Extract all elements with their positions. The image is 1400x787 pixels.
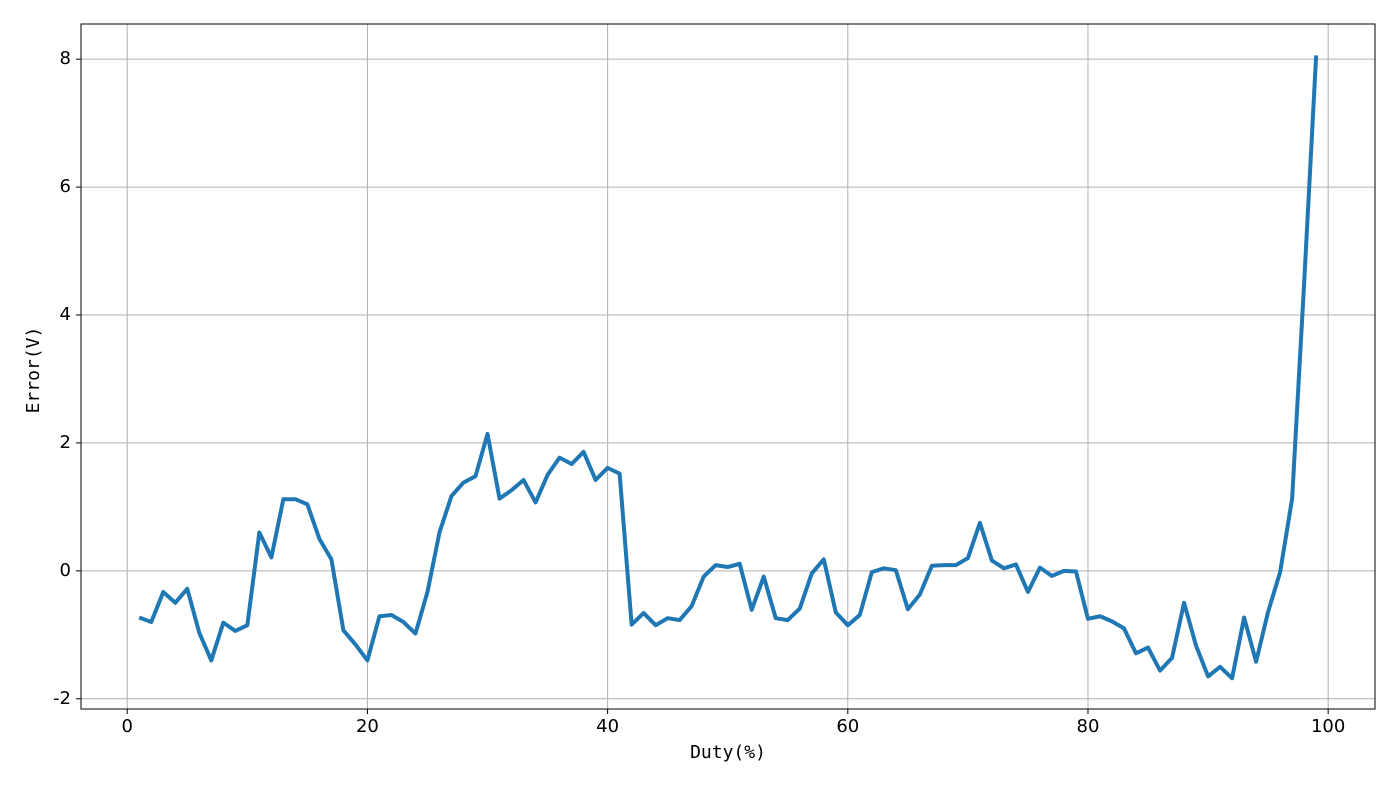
x-tick-label: 60: [836, 716, 859, 737]
x-tick-label: 100: [1311, 716, 1345, 737]
y-tick-label: 6: [60, 176, 71, 197]
data-line: [138, 55, 1319, 681]
y-tick-label: 4: [60, 304, 71, 325]
x-axis-label: Duty(%): [690, 742, 766, 763]
plot-frame: [80, 23, 1376, 710]
y-tick-label: -2: [53, 688, 71, 709]
x-tick-label: 80: [1077, 716, 1100, 737]
x-tick-label: 40: [596, 716, 619, 737]
x-tick-label: 20: [356, 716, 379, 737]
y-tick-label: 8: [60, 48, 71, 69]
x-tick-label: 0: [122, 716, 133, 737]
y-tick-label: 2: [60, 432, 71, 453]
y-axis-label: Error(V): [23, 327, 44, 414]
y-tick-label: 0: [60, 560, 71, 581]
